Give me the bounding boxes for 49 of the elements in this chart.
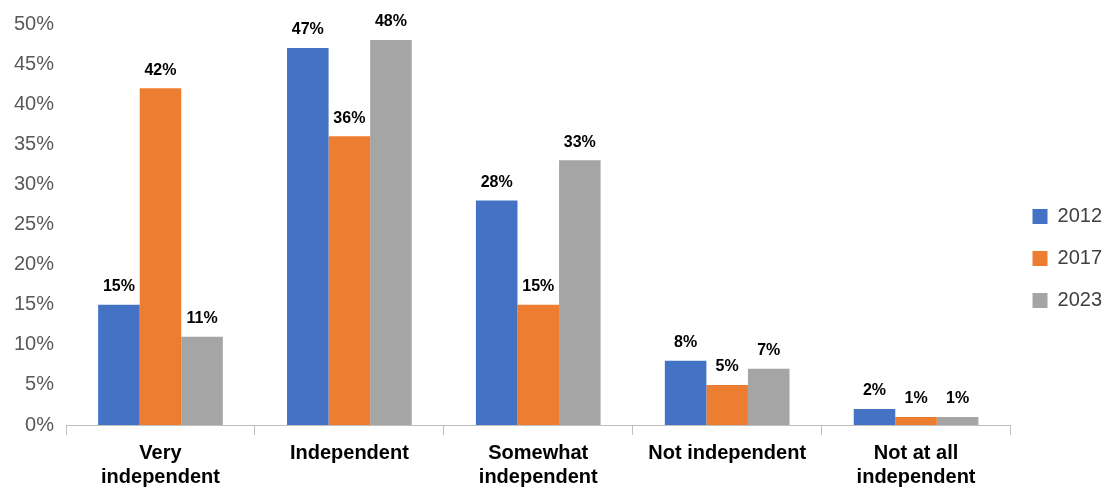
y-tick-label: 35% [14, 131, 55, 154]
data-label: 33% [563, 132, 596, 150]
bar [559, 160, 601, 425]
x-tick-label: Very independent [101, 440, 221, 487]
bar [98, 304, 140, 425]
bar [895, 416, 937, 425]
y-tick-label: 0% [25, 412, 55, 435]
bar [853, 408, 896, 425]
bar [706, 384, 748, 425]
bar [370, 40, 412, 425]
data-label: 36% [333, 108, 366, 126]
bar [328, 136, 371, 425]
data-label: 48% [374, 12, 407, 30]
bar [287, 48, 329, 425]
legend-label: 2017 [1057, 246, 1103, 269]
y-tick-label: 30% [14, 171, 55, 194]
data-label: 5% [715, 357, 739, 375]
data-label: 2% [862, 381, 887, 399]
x-tick-label: Not independent [648, 440, 807, 463]
data-label: 42% [144, 60, 177, 78]
y-tick-label: 40% [14, 91, 55, 114]
legend-label: 2023 [1057, 288, 1103, 311]
data-label: 1% [946, 389, 970, 407]
x-tick-label: Independent [289, 440, 410, 463]
data-label: 11% [186, 309, 218, 327]
legend-label: 2012 [1057, 204, 1103, 227]
bar [181, 336, 223, 425]
bar [517, 304, 560, 425]
bar [139, 88, 182, 425]
x-tick-label: Not at all independent [856, 440, 976, 487]
data-label: 7% [757, 341, 781, 359]
data-label: 47% [291, 20, 324, 38]
data-label: 1% [904, 389, 928, 407]
data-label: 15% [102, 277, 135, 295]
data-label: 15% [522, 277, 555, 295]
x-tick-label: Somewhat independent [478, 440, 599, 487]
y-tick-label: 45% [14, 51, 55, 74]
y-tick-label: 50% [14, 11, 55, 34]
bar [475, 200, 518, 425]
y-tick-label: 10% [14, 332, 55, 355]
bar [664, 360, 707, 425]
y-tick-label: 5% [25, 372, 55, 395]
y-tick-label: 20% [14, 252, 55, 275]
bar [747, 368, 790, 425]
data-label: 8% [674, 333, 698, 351]
data-label: 28% [480, 172, 513, 190]
y-tick-label: 25% [14, 212, 55, 235]
y-tick-label: 15% [14, 292, 55, 315]
bar [936, 416, 979, 425]
